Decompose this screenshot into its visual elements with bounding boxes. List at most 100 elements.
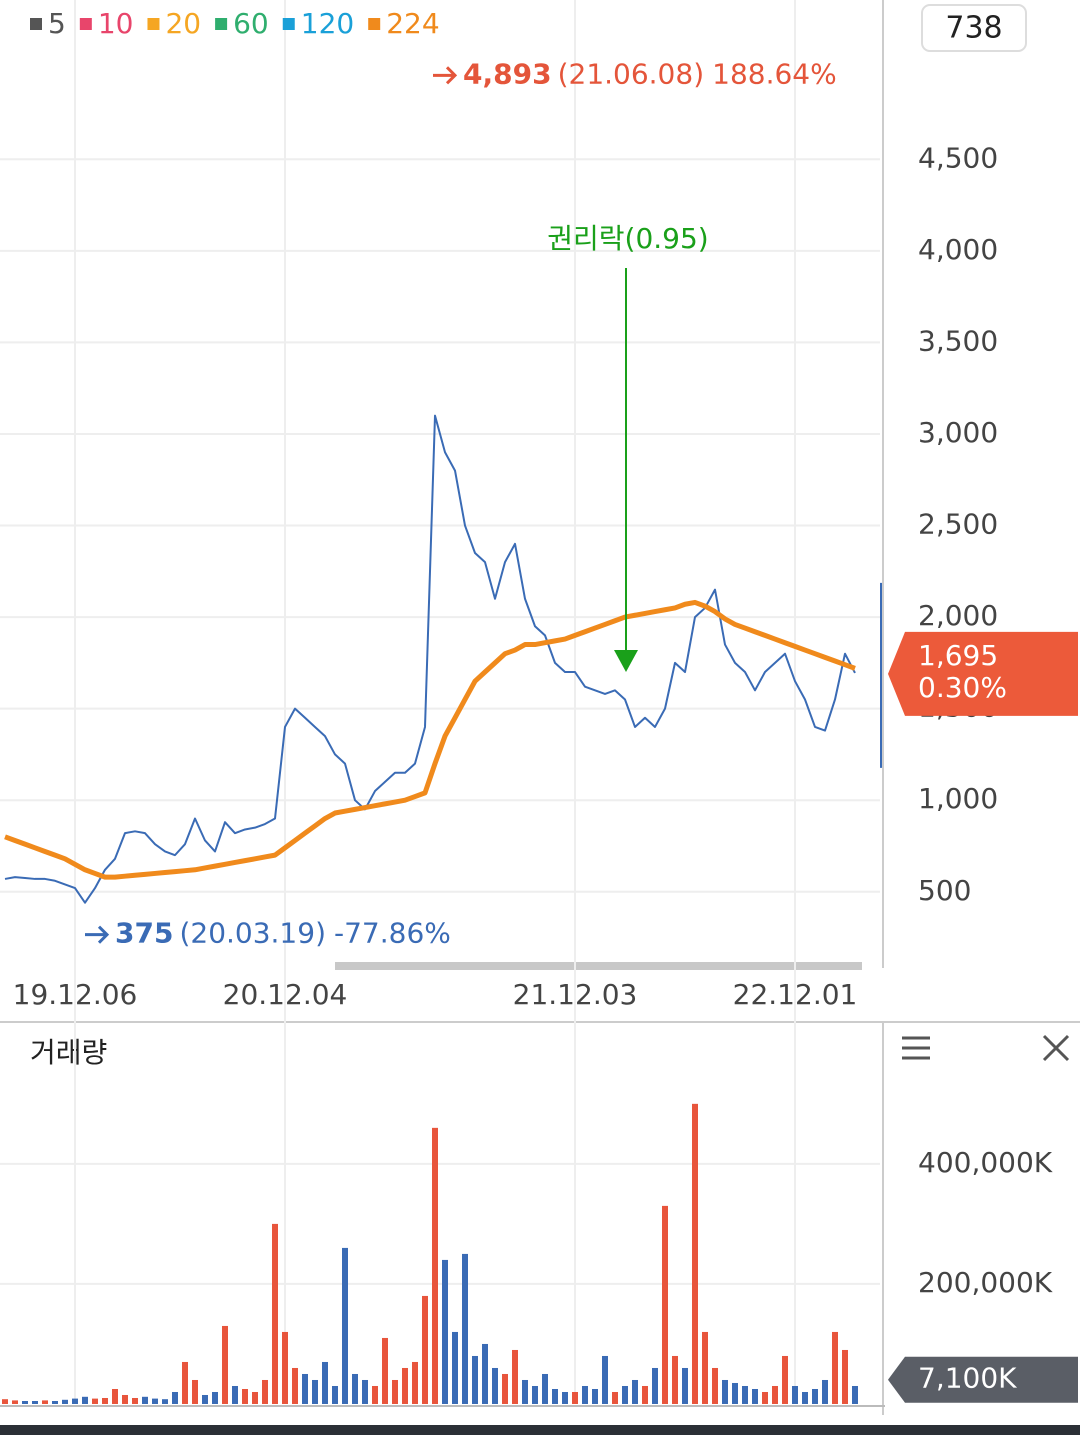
volume-bar bbox=[802, 1391, 808, 1404]
high-annotation: 4,893 (21.06.08) 188.64% bbox=[463, 57, 837, 90]
volume-bar bbox=[132, 1397, 138, 1404]
volume-bar bbox=[602, 1355, 608, 1404]
volume-bar bbox=[182, 1361, 188, 1404]
volume-bar bbox=[362, 1379, 368, 1404]
volume-bar bbox=[462, 1253, 468, 1404]
volume-bar bbox=[512, 1349, 518, 1404]
legend-label: 60 bbox=[233, 7, 269, 40]
volume-bar bbox=[642, 1385, 648, 1404]
volume-bar bbox=[212, 1391, 218, 1404]
volume-bar bbox=[192, 1379, 198, 1404]
volume-bar bbox=[422, 1295, 428, 1404]
period-value[interactable]: 738 bbox=[945, 11, 1002, 46]
current-price: 1,695 bbox=[918, 639, 998, 672]
volume-bar bbox=[672, 1355, 678, 1404]
low-arrow bbox=[85, 925, 110, 944]
volume-bar bbox=[562, 1391, 568, 1404]
volume-bar bbox=[782, 1355, 788, 1404]
scrollbar[interactable] bbox=[335, 962, 862, 970]
volume-bar bbox=[732, 1382, 738, 1404]
volume-bar bbox=[852, 1385, 858, 1404]
volume-bar bbox=[162, 1399, 168, 1404]
price-line bbox=[4, 414, 856, 904]
volume-bar bbox=[312, 1379, 318, 1404]
volume-bar bbox=[712, 1367, 718, 1404]
volume-bar bbox=[382, 1337, 388, 1404]
x-tick-label: 20.12.04 bbox=[223, 978, 348, 1011]
legend-swatch bbox=[30, 18, 42, 30]
volume-bar bbox=[152, 1398, 158, 1404]
close-icon[interactable] bbox=[1042, 1034, 1070, 1062]
menu-icon[interactable] bbox=[902, 1036, 930, 1060]
legend-label: 10 bbox=[98, 7, 134, 40]
volume-bar bbox=[392, 1379, 398, 1404]
volume-bar bbox=[702, 1331, 708, 1404]
volume-bar bbox=[352, 1373, 358, 1404]
period-box[interactable] bbox=[921, 4, 1027, 52]
volume-bar bbox=[72, 1398, 78, 1404]
date-axis-band bbox=[0, 970, 1080, 1022]
legend-swatch bbox=[368, 18, 381, 30]
low-date: (20.03.19) bbox=[179, 917, 326, 950]
volume-bar bbox=[662, 1205, 668, 1404]
y-tick-label: 200,000K bbox=[918, 1266, 1053, 1299]
volume-bar bbox=[82, 1396, 88, 1404]
volume-bar bbox=[442, 1259, 448, 1404]
volume-bar bbox=[22, 1400, 28, 1404]
low-value: 375 bbox=[115, 917, 173, 950]
volume-bar bbox=[722, 1379, 728, 1404]
high-value: 4,893 bbox=[463, 57, 552, 90]
current-volume-tag bbox=[888, 1356, 1078, 1403]
legend-label: 20 bbox=[165, 7, 201, 40]
volume-bar bbox=[372, 1385, 378, 1404]
volume-bar bbox=[282, 1331, 288, 1404]
legend-label: 5 bbox=[48, 7, 66, 40]
volume-bar bbox=[92, 1398, 98, 1404]
current-price-tag bbox=[888, 631, 1078, 716]
volume-bar bbox=[482, 1343, 488, 1404]
high-date: (21.06.08) bbox=[558, 57, 705, 90]
volume-bar bbox=[292, 1367, 298, 1404]
volume-bar bbox=[452, 1331, 458, 1404]
volume-bar bbox=[332, 1385, 338, 1404]
volume-bar bbox=[402, 1367, 408, 1404]
y-tick-label: 1,000 bbox=[918, 782, 998, 815]
volume-bar bbox=[532, 1385, 538, 1404]
y-tick-label: 2,000 bbox=[918, 599, 998, 632]
volume-bar bbox=[172, 1391, 178, 1404]
volume-title: 거래량 bbox=[30, 1036, 107, 1069]
moving-average-line bbox=[4, 599, 856, 880]
y-tick-label: 4,000 bbox=[918, 233, 998, 266]
bottom-bar bbox=[0, 1425, 1080, 1435]
legend-swatch bbox=[147, 18, 160, 30]
volume-bar bbox=[552, 1388, 558, 1404]
volume-bar bbox=[742, 1385, 748, 1404]
y-tick-label: 400,000K bbox=[918, 1146, 1053, 1179]
low-annotation: 375 (20.03.19) -77.86% bbox=[115, 917, 451, 950]
volume-bar bbox=[692, 1103, 698, 1404]
volume-bar bbox=[322, 1361, 328, 1404]
volume-bar bbox=[122, 1394, 128, 1404]
x-tick-label: 22.12.01 bbox=[733, 978, 858, 1011]
volume-bar bbox=[792, 1385, 798, 1404]
current-change: 0.30% bbox=[918, 671, 1007, 704]
high-arrow bbox=[433, 66, 458, 85]
high-change: 188.64% bbox=[712, 57, 837, 90]
x-tick-label: 19.12.06 bbox=[13, 978, 138, 1011]
legend-swatch bbox=[215, 18, 228, 30]
volume-bar bbox=[652, 1367, 658, 1404]
legend-swatch bbox=[79, 18, 92, 30]
volume-bar bbox=[432, 1127, 438, 1404]
volume-bar bbox=[592, 1388, 598, 1404]
volume-bar bbox=[632, 1379, 638, 1404]
volume-bar bbox=[832, 1331, 838, 1404]
volume-bar bbox=[272, 1223, 278, 1404]
volume-bar bbox=[612, 1391, 618, 1404]
volume-bar bbox=[342, 1247, 348, 1404]
volume-bar bbox=[822, 1379, 828, 1404]
event-arrow bbox=[614, 650, 638, 672]
volume-bar bbox=[252, 1391, 258, 1404]
volume-bar bbox=[542, 1373, 548, 1404]
volume-bar bbox=[2, 1399, 8, 1404]
volume-bar bbox=[492, 1367, 498, 1404]
